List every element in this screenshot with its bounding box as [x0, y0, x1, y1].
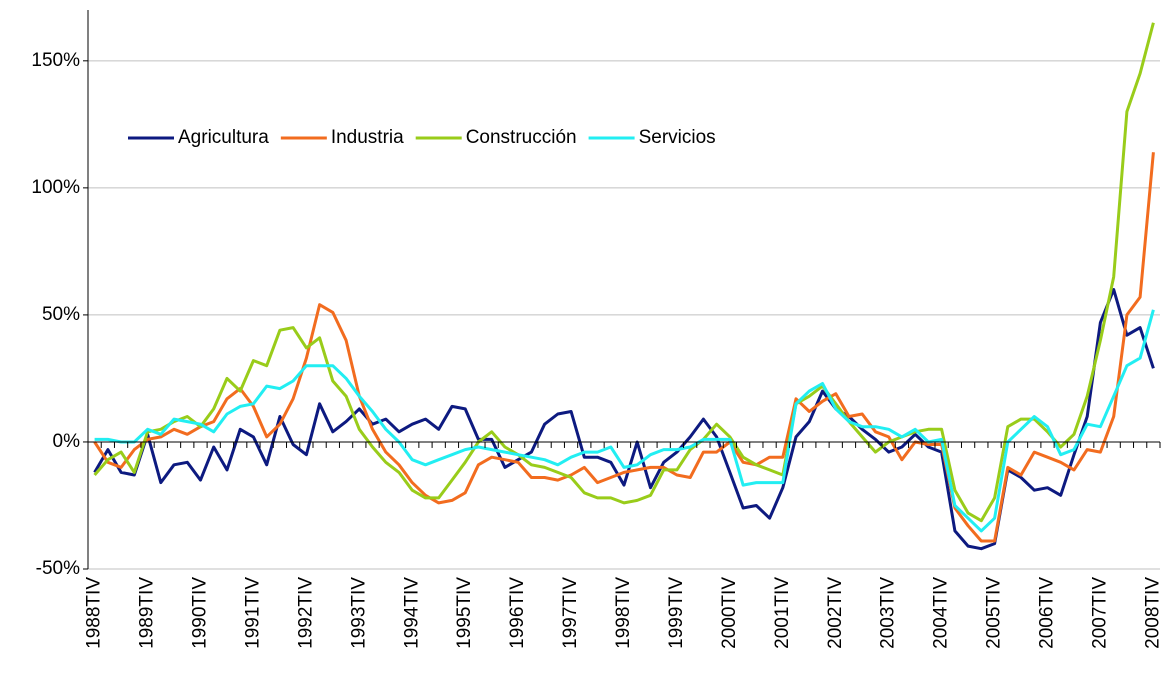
x-tick-label: 1992TIV [295, 577, 316, 649]
series-line [94, 309, 1155, 533]
series-line [93, 152, 1155, 543]
x-tick-label: 2004TIV [931, 577, 952, 649]
x-tick-label: 1994TIV [401, 577, 422, 649]
x-tick-label: 1997TIV [560, 577, 581, 649]
legend-label: Agricultura [178, 127, 269, 148]
x-tick-label: 1993TIV [348, 577, 369, 649]
x-tick-label: 2001TIV [772, 577, 793, 649]
legend-label: Industria [331, 127, 404, 148]
x-tick-label: 1991TIV [242, 577, 263, 649]
legend-label: Servicios [639, 127, 716, 148]
series-line [93, 22, 1155, 523]
x-tick-label: 1990TIV [190, 577, 211, 649]
y-tick-label: 100% [31, 177, 80, 198]
x-tick-label: 1988TIV [84, 577, 105, 649]
legend: Agricultura Industria Construcción Servicio… [128, 127, 716, 148]
x-tick-label: 2007TIV [1089, 577, 1110, 649]
x-tick-label: 2003TIV [878, 577, 899, 649]
legend-label: Construcción [466, 127, 577, 148]
x-tick-label: 1989TIV [137, 577, 158, 649]
y-tick-label: -50% [36, 558, 80, 579]
lines [93, 22, 1155, 551]
y-tick-label: 150% [31, 50, 80, 71]
x-tick-label: 1995TIV [454, 577, 475, 649]
x-tick-label: 1998TIV [613, 577, 634, 649]
series-line [93, 288, 1155, 551]
x-tick-label: 1999TIV [666, 577, 687, 649]
y-tick-label: 0% [53, 431, 81, 452]
x-tick-label: 2006TIV [1037, 577, 1058, 649]
x-tick-label: 2000TIV [719, 577, 740, 649]
y-tick-label: 50% [42, 304, 80, 325]
axes: -50% 0% 50% 100% 150% 1988TIV 1989TIV 1990TIV 19… [31, 10, 1163, 649]
x-tick-label: 2008TIV [1142, 577, 1163, 649]
x-tick-label: 2002TIV [825, 577, 846, 649]
grid [88, 60, 1160, 570]
x-tick-label: 2005TIV [984, 577, 1005, 649]
x-tick-label: 1996TIV [507, 577, 528, 649]
